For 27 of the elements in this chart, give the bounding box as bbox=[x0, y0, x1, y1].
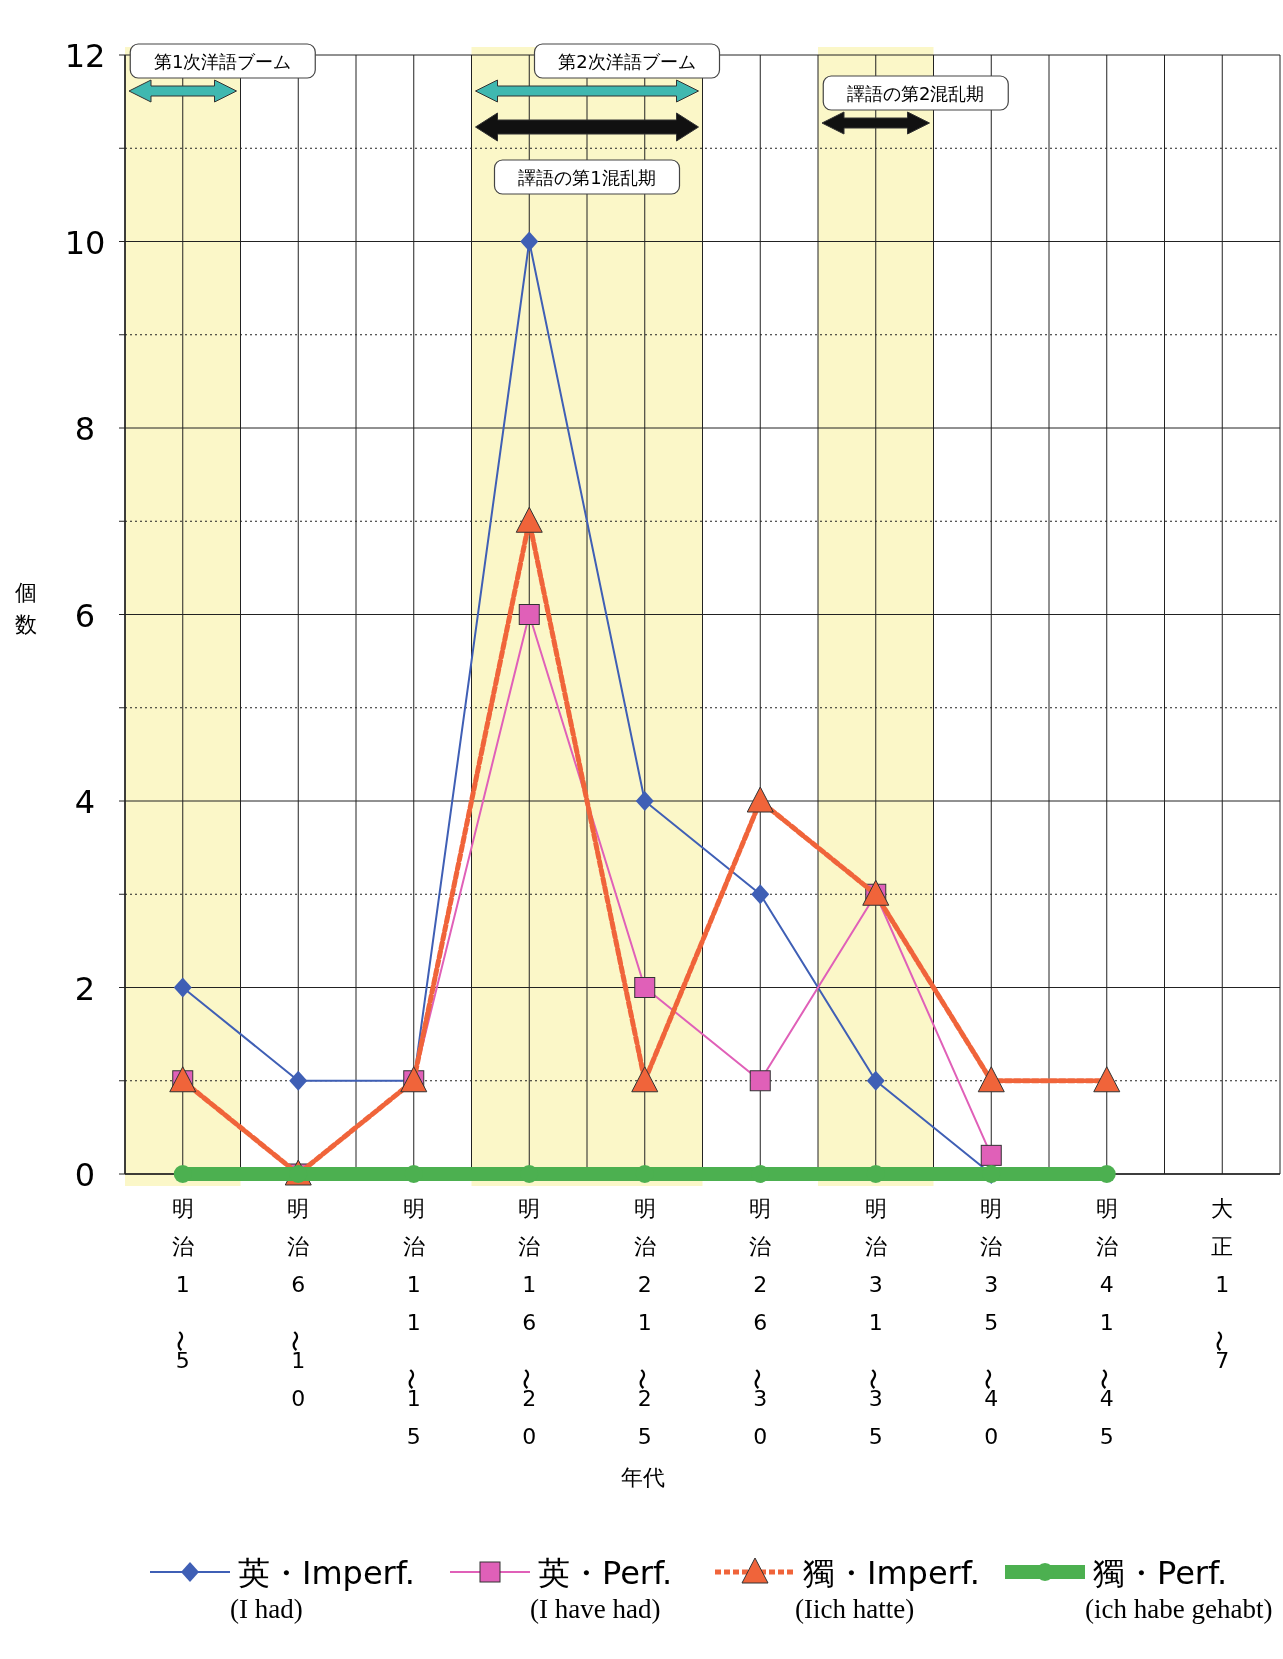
category-label: 明治11〜15 bbox=[397, 1196, 425, 1449]
legend-label: 獨・Imperf. (Iich hatte) bbox=[795, 1554, 980, 1624]
category-label: 明治6〜10 bbox=[282, 1196, 310, 1411]
text: 年代 bbox=[620, 1465, 665, 1490]
legend-label: 英・Imperf. (I had) bbox=[230, 1554, 415, 1624]
legend-label: 獨・Perf. (ich habe gehabt) bbox=[1085, 1554, 1273, 1624]
y-tick-label: 2 bbox=[74, 969, 96, 1008]
category-label: 明治21〜25 bbox=[628, 1196, 656, 1449]
category-label: 明治26〜30 bbox=[744, 1196, 772, 1449]
legend-label: 英・Perf. (I have had) bbox=[530, 1554, 673, 1624]
y-axis-title: 個数 bbox=[15, 580, 37, 637]
category-label: 明治35〜40 bbox=[975, 1196, 1003, 1449]
y-tick-label: 10 bbox=[64, 223, 106, 262]
y-tick-label: 8 bbox=[74, 410, 96, 448]
category-label: 明治16〜20 bbox=[513, 1196, 541, 1449]
annotation: 譯語の第2混乱期 bbox=[847, 83, 985, 104]
y-tick-label: 12 bbox=[64, 37, 106, 75]
y-tick-label: 6 bbox=[74, 596, 96, 635]
category-label: 大正1〜7 bbox=[1206, 1196, 1234, 1373]
annotation: 譯語の第1混乱期 bbox=[518, 167, 656, 188]
y-tick-label: 4 bbox=[74, 783, 96, 821]
category-label: 明治1〜5 bbox=[166, 1196, 194, 1373]
annotation: 第2次洋語ブーム bbox=[558, 51, 696, 72]
category-label: 明治41〜45 bbox=[1090, 1196, 1118, 1449]
y-tick-label: 0 bbox=[74, 1156, 96, 1194]
category-label: 明治31〜35 bbox=[859, 1196, 887, 1449]
annotation: 第1次洋語ブーム bbox=[154, 51, 292, 72]
